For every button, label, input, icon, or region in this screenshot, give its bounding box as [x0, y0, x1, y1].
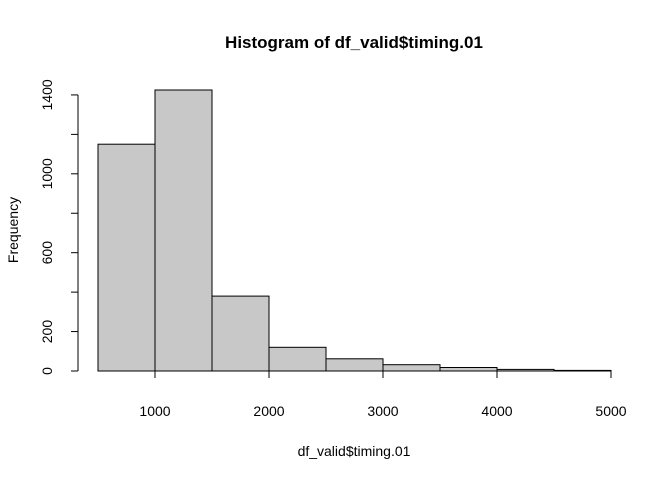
y-tick-label-1000: 1000: [39, 158, 55, 189]
chart-title: Histogram of df_valid$timing.01: [225, 33, 483, 52]
histogram-bar-0: [97, 143, 156, 372]
histogram-bar-4: [325, 358, 384, 372]
x-tick-label-2000: 2000: [253, 403, 284, 419]
bars-group: [97, 89, 612, 372]
y-tick-label-0: 0: [39, 367, 55, 375]
y-axis: 0 200 600 1000 1400: [39, 79, 79, 375]
histogram-bar-5: [382, 364, 441, 372]
y-axis-label: Frequency: [5, 197, 21, 263]
y-tick-label-600: 600: [39, 241, 55, 265]
x-tick-label-3000: 3000: [367, 403, 398, 419]
histogram-bar-1: [154, 89, 213, 372]
y-tick-label-200: 200: [39, 320, 55, 344]
histogram-bar-6: [439, 367, 498, 372]
x-tick-label-1000: 1000: [139, 403, 170, 419]
x-tick-label-5000: 5000: [595, 403, 626, 419]
x-axis-label: df_valid$timing.01: [298, 443, 411, 459]
y-tick-label-1400: 1400: [39, 79, 55, 110]
x-axis: 1000 2000 3000 4000 5000: [139, 370, 627, 419]
x-tick-label-4000: 4000: [481, 403, 512, 419]
histogram-bar-2: [211, 295, 270, 372]
histogram-bar-3: [268, 346, 327, 372]
